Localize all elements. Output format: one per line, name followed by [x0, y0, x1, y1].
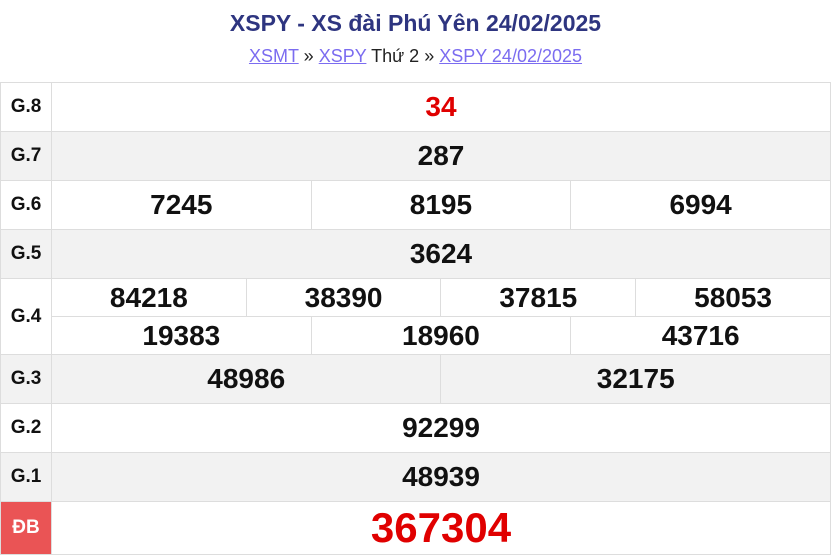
breadcrumb-xsmt-link[interactable]: XSMT [248, 46, 299, 66]
prize-number: 84218 [51, 278, 247, 317]
prize-label: G.5 [0, 229, 52, 279]
prize-number: 3624 [51, 229, 831, 279]
prize-number: 34 [51, 82, 831, 132]
special-prize-label: ĐB [0, 501, 52, 555]
prize-number: 58053 [635, 278, 831, 317]
prize-number: 18960 [310, 316, 572, 355]
prize-number: 37815 [440, 278, 637, 317]
prize-number: 48939 [51, 452, 831, 502]
row-g8: G.8 34 [0, 82, 831, 132]
breadcrumb-separator: » [424, 46, 435, 66]
breadcrumb-date-link[interactable]: XSPY 24/02/2025 [439, 46, 583, 66]
prize-number: 38390 [245, 278, 442, 317]
prize-label: G.7 [0, 131, 52, 181]
row-g4: G.4 84218 38390 37815 58053 [0, 278, 831, 355]
row-g2: G.2 92299 [0, 403, 831, 453]
breadcrumb-day: Thứ 2 [371, 46, 420, 66]
prize-label: G.8 [0, 82, 52, 132]
row-g1: G.1 48939 [0, 452, 831, 502]
prize-number: 92299 [51, 403, 831, 453]
row-special: ĐB 367304 [0, 501, 831, 555]
prize-label: G.2 [0, 403, 52, 453]
prize-number: 19383 [51, 316, 312, 355]
prize-number: 287 [51, 131, 831, 181]
breadcrumb: XSMT » XSPY Thứ 2 » XSPY 24/02/2025 [0, 38, 831, 82]
row-g6: G.6 7245 8195 6994 [0, 180, 831, 230]
row-g3: G.3 48986 32175 [0, 354, 831, 404]
prize-number: 48986 [50, 354, 442, 404]
prize-label: G.6 [0, 180, 52, 230]
breadcrumb-separator: » [303, 46, 314, 66]
row-g7: G.7 287 [0, 131, 831, 181]
special-prize-number: 367304 [51, 501, 831, 555]
row-g4-second: 19383 18960 43716 [1, 316, 831, 355]
prize-number: 43716 [570, 316, 831, 355]
breadcrumb-xspy-link[interactable]: XSPY [318, 46, 367, 66]
prize-label: G.1 [0, 452, 52, 502]
prize-number: 6994 [570, 180, 831, 230]
row-g5: G.5 3624 [0, 229, 831, 279]
prize-number: 32175 [440, 354, 831, 404]
prize-label: G.3 [0, 354, 52, 404]
page-title: XSPY - XS đài Phú Yên 24/02/2025 [229, 10, 602, 36]
results-table: G.8 34 G.7 287 G.6 7245 8195 6994 G.5 3624 … [0, 82, 831, 555]
prize-label: G.4 [0, 278, 52, 355]
prize-number: 8195 [310, 180, 572, 230]
prize-number: 7245 [51, 180, 312, 230]
